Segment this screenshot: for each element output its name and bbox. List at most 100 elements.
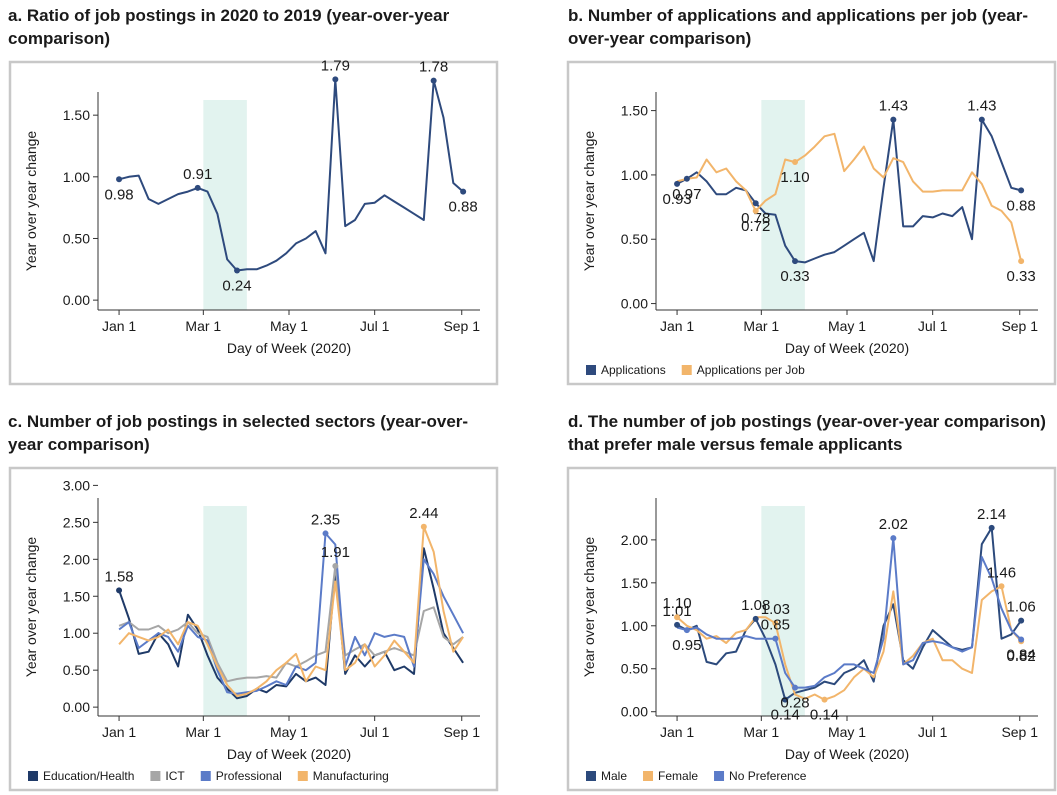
series-line — [118, 532, 464, 695]
data-label: 2.44 — [409, 505, 438, 522]
x-tick-label: Sep 1 — [443, 724, 480, 740]
data-label: 2.35 — [311, 511, 340, 528]
data-label: 0.97 — [672, 186, 701, 203]
data-label: 0.72 — [741, 218, 770, 235]
x-tick-label: Jul 1 — [918, 724, 948, 740]
legend-label: Professional — [216, 769, 282, 783]
x-tick-label: Mar 1 — [743, 724, 779, 740]
point-marker — [674, 614, 681, 621]
series-line — [118, 565, 464, 683]
legend-swatch — [586, 771, 596, 781]
data-label: 1.43 — [879, 98, 908, 115]
x-tick-label: May 1 — [270, 318, 308, 334]
x-axis-label: Day of Week (2020) — [227, 340, 351, 356]
y-tick-label: 0.50 — [63, 230, 90, 246]
data-label: 1.01 — [662, 603, 691, 620]
y-tick-label: 0.00 — [63, 292, 90, 308]
legend-label: Male — [601, 769, 627, 783]
point-marker — [890, 535, 897, 542]
x-tick-label: Jul 1 — [918, 318, 948, 334]
legend-swatch — [297, 771, 308, 781]
y-tick-label: 1.50 — [63, 588, 90, 604]
data-label: 0.88 — [449, 199, 478, 216]
data-label: 1.79 — [321, 57, 350, 74]
data-label: 0.28 — [780, 695, 809, 712]
point-marker — [1018, 636, 1025, 643]
legend-swatch — [643, 771, 654, 781]
series-line — [118, 547, 464, 700]
series-line — [676, 526, 1022, 701]
point-marker — [782, 696, 789, 703]
legend-label: Applications — [601, 363, 666, 377]
legend-swatch — [150, 771, 161, 781]
data-label: 1.10 — [662, 595, 691, 612]
y-axis-label: Year over year change — [23, 131, 39, 272]
point-marker — [1018, 617, 1025, 624]
legend-label: Female — [658, 769, 698, 783]
highlight-band — [203, 506, 247, 716]
y-tick-label: 0.50 — [621, 231, 648, 247]
point-marker — [792, 258, 799, 265]
y-tick-label: 1.50 — [621, 575, 648, 591]
data-label: 1.78 — [419, 59, 448, 76]
x-tick-label: Mar 1 — [743, 318, 779, 334]
panel-title: c. Number of job postings in selected se… — [8, 412, 469, 454]
legend-swatch — [200, 771, 211, 781]
data-label: 0.33 — [1007, 268, 1036, 285]
y-tick-label: 0.50 — [621, 661, 648, 677]
x-tick-label: May 1 — [828, 724, 866, 740]
point-marker — [792, 684, 799, 691]
legend-label: Applications per Job — [697, 363, 805, 377]
x-tick-label: Sep 1 — [1001, 724, 1038, 740]
x-tick-label: Jul 1 — [360, 318, 390, 334]
point-marker — [234, 267, 241, 274]
data-label: 1.06 — [1007, 599, 1036, 616]
y-tick-label: 0.00 — [621, 704, 648, 720]
data-label: 0.14 — [771, 707, 800, 724]
point-marker — [116, 176, 123, 183]
data-label: 1.10 — [780, 169, 809, 186]
point-marker — [683, 175, 690, 182]
point-marker — [420, 523, 427, 530]
series-line — [676, 537, 1022, 689]
point-marker — [792, 159, 799, 166]
x-tick-label: Sep 1 — [1001, 318, 1038, 334]
legend-swatch — [586, 365, 596, 375]
x-tick-label: Jan 1 — [660, 318, 694, 334]
y-tick-label: 0.50 — [63, 662, 90, 678]
point-marker — [988, 524, 995, 531]
point-marker — [116, 587, 123, 594]
x-tick-label: Jul 1 — [360, 724, 390, 740]
y-tick-label: 0.00 — [63, 699, 90, 715]
point-marker — [752, 200, 759, 207]
point-marker — [752, 207, 759, 214]
data-label: 0.91 — [183, 166, 212, 183]
series-line — [118, 78, 464, 272]
panel-title: b. Number of applications and applicatio… — [568, 6, 1029, 48]
x-tick-label: Jan 1 — [660, 724, 694, 740]
data-label: 1.46 — [987, 564, 1016, 581]
data-label: 0.82 — [1007, 648, 1036, 665]
data-label: 0.88 — [1007, 197, 1036, 214]
data-label: 1.43 — [967, 98, 996, 115]
y-tick-label: 1.00 — [621, 167, 648, 183]
y-tick-label: 2.00 — [621, 532, 648, 548]
panel-frame — [8, 60, 499, 386]
y-tick-label: 2.00 — [63, 551, 90, 567]
data-label: 0.33 — [780, 268, 809, 285]
panel-frame — [566, 466, 1057, 792]
y-axis-label: Year over year change — [581, 537, 597, 678]
x-tick-label: Jan 1 — [102, 724, 136, 740]
y-tick-label: 3.00 — [63, 477, 90, 493]
data-label: 0.93 — [662, 191, 691, 208]
data-label: 1.58 — [104, 568, 133, 585]
data-label: 1.03 — [761, 601, 790, 618]
point-marker — [978, 116, 985, 123]
y-tick-label: 1.00 — [63, 169, 90, 185]
highlight-band — [761, 506, 805, 716]
point-marker — [683, 627, 690, 634]
x-tick-label: Sep 1 — [443, 318, 480, 334]
point-marker — [332, 562, 339, 569]
point-marker — [1018, 187, 1025, 194]
panel-frame — [566, 60, 1057, 386]
